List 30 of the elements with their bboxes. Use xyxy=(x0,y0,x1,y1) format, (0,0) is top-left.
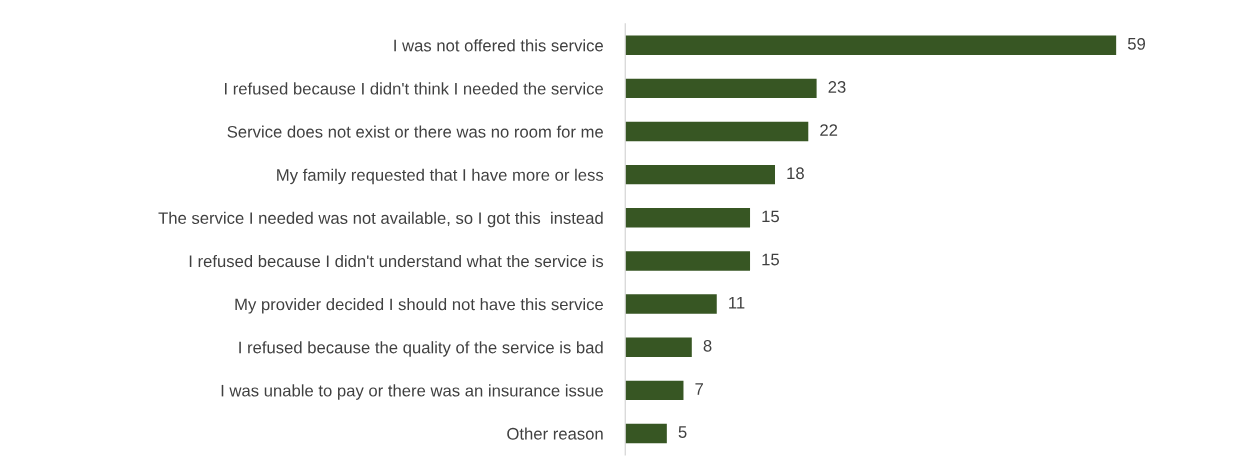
bar xyxy=(625,337,692,357)
y-tick-label: I was unable to pay or there was an insurance issue xyxy=(221,384,603,400)
data-label: 8 xyxy=(703,339,712,352)
y-tick-label: My provider decided I should not have this service xyxy=(235,298,603,314)
data-label: 7 xyxy=(695,383,704,395)
bar xyxy=(625,35,1117,55)
data-label: 23 xyxy=(828,81,846,93)
y-tick-label: I was not offered this service xyxy=(394,39,603,52)
data-label: 5 xyxy=(678,426,687,438)
y-tick-label: Service does not exist or there was no room for me xyxy=(227,125,603,138)
bar xyxy=(625,251,751,271)
y-tick-label: I refused because I didn't understand what the service is xyxy=(189,254,604,268)
data-label: 59 xyxy=(1127,37,1146,50)
y-tick-label: I refused because the quality of the service is bad xyxy=(239,341,603,357)
y-tick-label: My family requested that I have more or less xyxy=(277,168,604,185)
bar xyxy=(625,78,817,99)
y-tick-label: The service I needed was not available, so I got this instead xyxy=(158,211,603,228)
bar xyxy=(625,121,809,142)
bar xyxy=(625,423,667,444)
data-label: 18 xyxy=(787,167,804,180)
data-label: 15 xyxy=(762,210,779,223)
data-label: 11 xyxy=(729,296,745,309)
bar xyxy=(625,294,717,314)
bar xyxy=(625,380,684,401)
data-label: 22 xyxy=(820,124,838,136)
bar xyxy=(625,208,751,228)
data-label: 15 xyxy=(762,253,779,266)
y-tick-label: I refused because I didn't think I needed the service xyxy=(225,82,603,95)
bar xyxy=(625,164,776,185)
y-tick-label: Other reason xyxy=(507,427,603,440)
